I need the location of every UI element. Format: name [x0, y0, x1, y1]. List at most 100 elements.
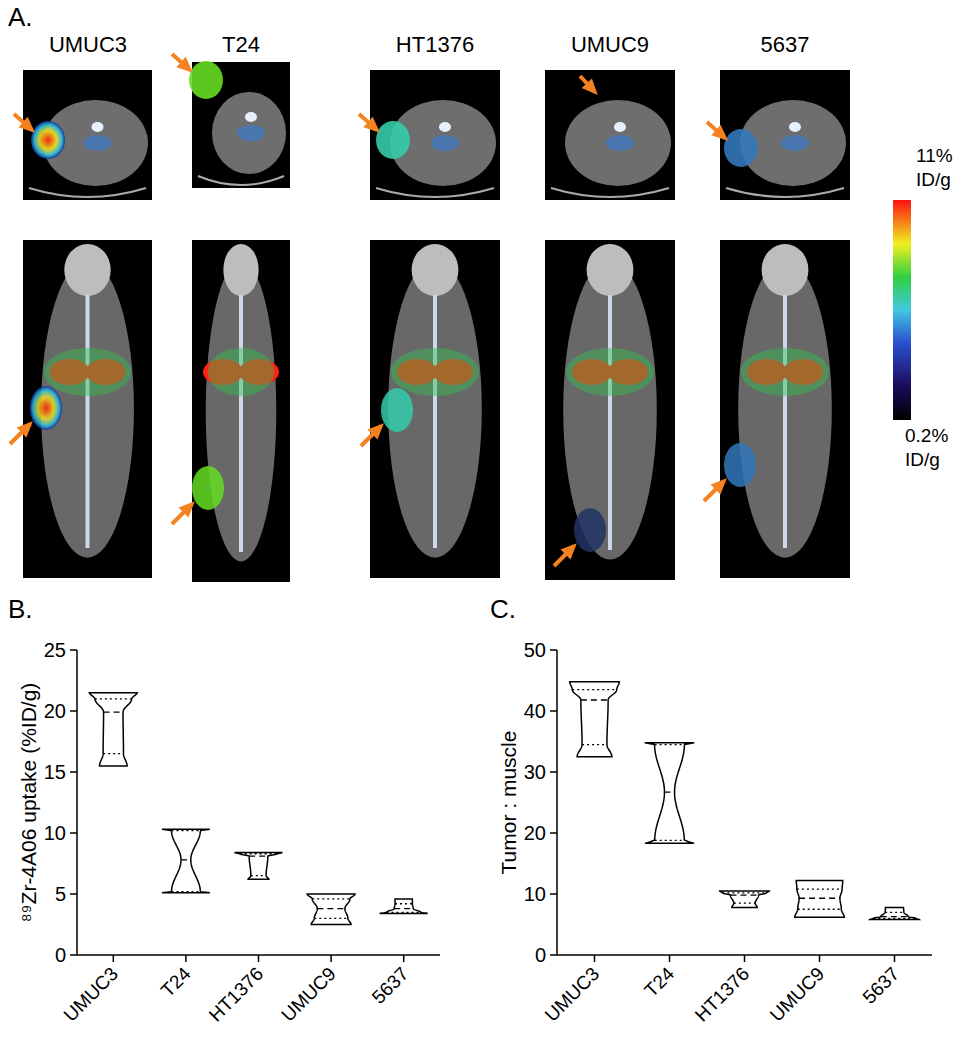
y-tick: [550, 893, 557, 895]
violin-body: [380, 899, 428, 914]
tumor-signal: [376, 121, 410, 159]
y-tick: [550, 649, 557, 651]
y-axis-label: Tumor : muscle: [497, 731, 520, 875]
colorbar: [893, 200, 911, 420]
violin-quartile: [312, 898, 350, 899]
panel-label: B.: [8, 594, 33, 624]
organ-signal: [781, 135, 809, 151]
tumor-signal: [30, 386, 62, 430]
x-tick: [185, 955, 187, 962]
plot-area: [570, 682, 920, 920]
violin-body: [870, 907, 920, 919]
cell-line-label: 5637: [761, 32, 810, 57]
blood-pool-signal: [391, 348, 479, 396]
y-tick-label: 5: [55, 883, 66, 905]
x-tick-label: T24: [640, 963, 678, 1001]
figure: A.UMUC3T24HT1376UMUC9563711%ID/g0.2%ID/g…: [0, 0, 967, 1050]
colorbar-label: 11%ID/g: [916, 145, 953, 190]
violin-median: [249, 856, 268, 857]
violin-median: [317, 908, 345, 909]
organ-signal: [606, 135, 634, 151]
violin-quartile: [798, 909, 842, 910]
y-tick-label: 10: [44, 822, 66, 844]
violin-quartile: [240, 853, 278, 854]
pet-ct-coronal: [720, 240, 850, 578]
spine: [245, 112, 257, 122]
spine: [439, 122, 451, 132]
violin-quartile: [103, 753, 123, 754]
x-tick-label: HT1376: [691, 963, 754, 1026]
x-tick: [669, 955, 671, 962]
organ-signal: [237, 125, 265, 141]
spine: [92, 122, 104, 132]
tumor-signal: [189, 61, 223, 99]
x-tick: [403, 955, 405, 962]
violin-quartile: [172, 891, 201, 892]
y-tick-label: 15: [44, 761, 66, 783]
violin-quartile: [395, 903, 412, 904]
x-tick: [594, 955, 596, 962]
y-tick: [70, 954, 77, 956]
y-tick-label: 30: [524, 761, 546, 783]
violin-median: [104, 712, 123, 713]
colorbar-label-line: 11%: [916, 145, 953, 166]
violin-body: [795, 881, 845, 918]
cell-line-label: UMUC9: [571, 32, 649, 57]
scanner-bed: [551, 188, 669, 197]
x-tick: [894, 955, 896, 962]
blood-pool-signal: [44, 348, 132, 396]
violin-median: [730, 895, 758, 896]
arrow-head: [711, 125, 728, 141]
y-tick: [70, 649, 77, 651]
violin-body: [570, 682, 620, 757]
y-tick-label: 0: [535, 944, 546, 966]
y-axis: [556, 650, 558, 955]
y-tick-label: 10: [524, 883, 546, 905]
spine: [783, 295, 787, 548]
violin-quartile: [387, 912, 421, 913]
arrow-head: [179, 501, 195, 517]
violin-median: [799, 898, 840, 899]
head-ct: [64, 244, 110, 296]
scanner-bed: [376, 188, 494, 197]
head-ct: [762, 244, 809, 296]
cell-line-label: T24: [222, 32, 260, 57]
violin-body: [307, 894, 355, 925]
x-tick: [113, 955, 115, 962]
head-ct: [223, 244, 258, 296]
y-axis-label: ⁸⁹Zr-4A06 uptake (%ID/g): [17, 683, 40, 923]
y-tick: [70, 771, 77, 773]
violin-median: [581, 699, 608, 700]
organ-signal: [84, 135, 112, 151]
head-ct: [587, 244, 634, 296]
y-tick: [70, 710, 77, 712]
x-tick-label: HT1376: [205, 963, 268, 1026]
y-tick: [70, 893, 77, 895]
x-tick-label: UMUC3: [541, 963, 604, 1026]
violin-quartile: [885, 912, 904, 913]
pet-ct-axial: [545, 70, 675, 200]
x-tick: [744, 955, 746, 962]
violin-median: [881, 916, 908, 917]
spine: [433, 295, 437, 548]
y-axis: [76, 650, 78, 955]
arrow-head: [17, 421, 33, 437]
violin-quartile: [314, 918, 348, 919]
violin-quartile: [95, 698, 132, 699]
violin-body: [89, 693, 137, 766]
body-ct: [563, 260, 657, 559]
blood-pool-signal: [208, 348, 275, 396]
blood-pool-signal: [566, 348, 654, 396]
x-tick-label: 5637: [859, 963, 904, 1008]
tumor-signal: [192, 466, 224, 510]
y-tick-label: 20: [524, 822, 546, 844]
panel-label: C.: [490, 594, 516, 624]
pet-ct-axial: [370, 70, 500, 200]
y-tick-label: 50: [524, 639, 546, 661]
violin-median: [181, 859, 191, 860]
violin-body: [720, 891, 770, 907]
y-tick-label: 25: [44, 639, 66, 661]
plot-area: [89, 693, 427, 925]
y-tick-label: 20: [44, 700, 66, 722]
violin-quartile: [734, 903, 755, 904]
